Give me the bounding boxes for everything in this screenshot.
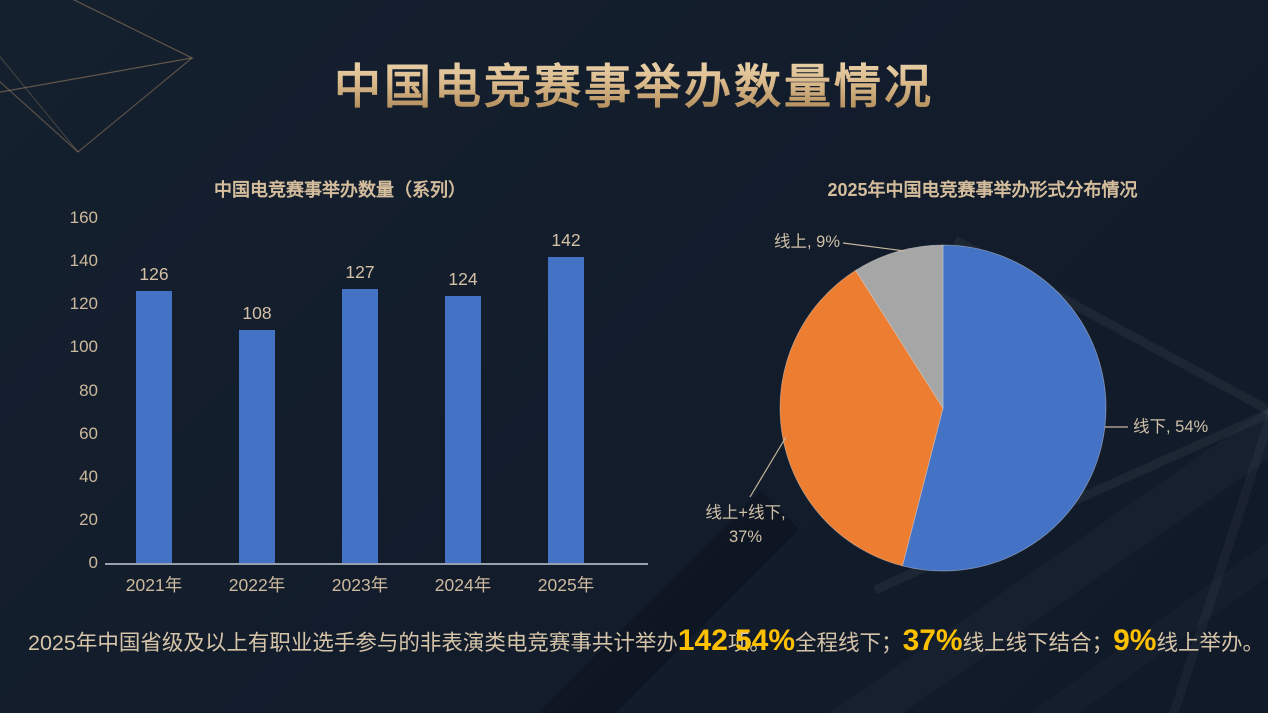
bar-2024年	[445, 295, 481, 563]
footnote-right: 54%全程线下；37%线上线下结合；9%线上举办。	[735, 624, 1264, 658]
footnote-right-highlight-3: 9%	[1113, 624, 1157, 657]
deco-band-3	[538, 490, 800, 713]
page-title: 中国电竞赛事举办数量情况	[0, 48, 1268, 117]
footnote-right-highlight-1: 54%	[735, 624, 796, 657]
pie-chart-title: 2025年中国电竞赛事举办形式分布情况	[827, 180, 1138, 200]
bar-value-label: 127	[345, 262, 375, 283]
deco-crystal-line-2	[0, 57, 193, 153]
bar-value-label: 124	[448, 268, 478, 289]
y-axis-tick-label: 100	[69, 337, 98, 357]
bar-2025年	[548, 256, 584, 563]
pie-slice-线上	[855, 244, 944, 410]
x-axis-category-label: 2025年	[537, 575, 595, 595]
deco-crystal-line-3	[0, 56, 79, 153]
x-axis-category-label: 2022年	[228, 575, 286, 595]
pie-label-mixed: 线上+线下, 37%	[705, 504, 786, 546]
y-axis-tick-label: 120	[69, 294, 98, 314]
bar-2022年	[239, 330, 275, 563]
pie-label-offline: 线下, 54%	[1133, 418, 1209, 436]
x-axis-category-label: 2024年	[434, 575, 492, 595]
footnote-left-suffix: 项。	[727, 631, 771, 655]
bar-value-label: 108	[242, 303, 272, 324]
x-axis-category-label: 2023年	[331, 575, 389, 595]
pie-chart	[690, 215, 1268, 600]
y-axis-tick-label: 20	[79, 509, 98, 529]
footnote-left: 2025年中国省级及以上有职业选手参与的非表演类电竞赛事共计举办142项。	[28, 624, 771, 658]
bar-value-label: 126	[139, 264, 169, 285]
bar-2021年	[136, 291, 172, 563]
bar-chart-title: 中国电竞赛事举办数量（系列）	[214, 180, 466, 200]
bar-2023年	[342, 289, 378, 563]
footnote-right-text-3: 线上举办。	[1156, 631, 1264, 655]
footnote-left-highlight: 142	[677, 624, 728, 657]
y-axis-tick-label: 80	[79, 380, 98, 400]
leader-line-mixed	[749, 436, 787, 498]
footnote-right-text-2: 线上线下结合；	[962, 631, 1114, 655]
bar-chart: 0 20 40 60 80 100 120 140 160 126 2021年 108 2022年 127…	[60, 200, 680, 600]
pie-slice-线下	[901, 244, 1107, 572]
bar-value-label: 142	[551, 229, 581, 250]
y-axis-tick-label: 60	[79, 423, 98, 443]
pie-slice-线上+线下	[779, 269, 944, 567]
y-axis-tick-label: 160	[69, 208, 98, 227]
y-axis-tick-label: 40	[79, 466, 98, 486]
footnote-left-text: 2025年中国省级及以上有职业选手参与的非表演类电竞赛事共计举办	[28, 631, 678, 655]
y-axis-tick-label: 0	[88, 553, 98, 572]
footnote-right-text-1: 全程线下；	[795, 631, 903, 655]
deco-line-right-edge	[1169, 410, 1268, 713]
leader-line-online	[842, 242, 906, 252]
footnote-right-highlight-2: 37%	[902, 624, 963, 657]
y-axis-tick-label: 140	[69, 251, 98, 271]
pie-label-online: 线上, 9%	[773, 233, 840, 251]
x-axis-category-label: 2021年	[125, 575, 183, 595]
x-axis-line	[105, 563, 648, 565]
deco-crystal-line-1	[0, 0, 194, 93]
